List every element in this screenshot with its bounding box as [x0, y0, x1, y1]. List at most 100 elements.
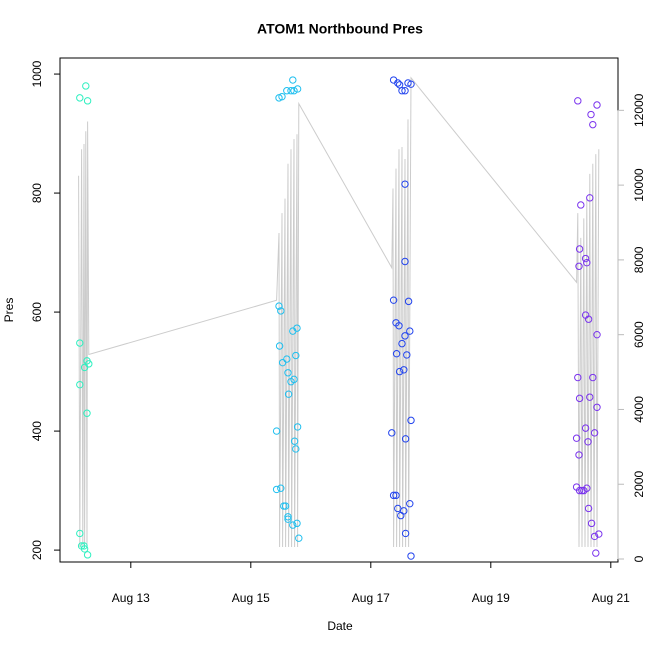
- y2-tick-label: 4000: [632, 396, 646, 423]
- point: [85, 360, 93, 368]
- plot-frame: [59, 57, 619, 563]
- point: [275, 302, 283, 310]
- x-tick-label: Aug 13: [112, 591, 150, 605]
- point: [584, 438, 592, 446]
- point: [406, 499, 414, 508]
- pres-line: [78, 76, 600, 548]
- point: [595, 530, 603, 538]
- point: [293, 324, 301, 332]
- point: [575, 486, 584, 495]
- point: [401, 435, 410, 443]
- point: [278, 358, 287, 367]
- x-tick-label: Aug 15: [232, 591, 270, 605]
- point: [574, 97, 582, 105]
- point: [76, 339, 84, 347]
- point: [281, 502, 290, 510]
- point: [584, 504, 593, 513]
- point: [277, 307, 285, 315]
- point: [283, 355, 291, 363]
- point: [398, 339, 406, 348]
- point: [293, 85, 302, 93]
- point: [587, 519, 596, 528]
- y2-tick-label: 12000: [632, 93, 646, 127]
- point: [284, 390, 293, 398]
- point: [293, 423, 302, 431]
- point: [400, 507, 408, 515]
- point: [76, 94, 84, 102]
- point: [590, 429, 599, 437]
- point: [392, 350, 401, 358]
- point: [272, 427, 281, 435]
- point: [289, 521, 297, 529]
- point: [589, 373, 597, 382]
- point: [83, 97, 92, 105]
- point: [284, 369, 292, 377]
- point: [398, 87, 406, 95]
- point: [407, 416, 415, 425]
- point: [292, 351, 300, 360]
- point: [581, 424, 590, 432]
- point: [575, 451, 583, 459]
- point: [583, 484, 591, 492]
- point: [82, 82, 90, 90]
- point: [278, 92, 286, 101]
- point: [289, 76, 297, 84]
- point: [590, 532, 599, 541]
- x-tick-label: Aug 19: [472, 591, 510, 605]
- point: [76, 380, 84, 389]
- point: [290, 375, 298, 384]
- point: [574, 373, 582, 382]
- point: [80, 542, 88, 550]
- point: [290, 437, 299, 445]
- point: [392, 491, 400, 500]
- chart-title: ATOM1 Northbound Pres: [257, 21, 423, 37]
- y-tick-label: 600: [30, 302, 44, 322]
- y-tick-label: 400: [30, 421, 44, 441]
- point: [83, 409, 91, 417]
- point: [593, 330, 601, 339]
- y2-tick-label: 0: [632, 555, 646, 562]
- x-axis-label: Date: [327, 619, 353, 633]
- point: [407, 552, 415, 560]
- point: [401, 87, 409, 95]
- point: [403, 351, 411, 359]
- point: [389, 491, 398, 500]
- point: [76, 529, 84, 538]
- x-tick-label: Aug 17: [352, 591, 390, 605]
- point: [394, 79, 402, 87]
- point: [586, 393, 594, 401]
- point: [589, 120, 597, 129]
- point: [404, 297, 413, 306]
- point: [577, 201, 585, 209]
- point: [295, 534, 303, 542]
- x-tick-label: Aug 21: [592, 591, 630, 605]
- point: [272, 485, 281, 494]
- point: [581, 254, 590, 263]
- point: [575, 394, 584, 403]
- point: [395, 322, 403, 330]
- point: [292, 445, 300, 453]
- point: [284, 515, 292, 523]
- point: [586, 194, 594, 202]
- point: [401, 180, 409, 188]
- point: [401, 332, 409, 340]
- point: [587, 110, 595, 119]
- point: [572, 434, 581, 442]
- point: [407, 80, 415, 88]
- y2-tick-label: 6000: [632, 321, 646, 348]
- point: [80, 363, 89, 372]
- point: [83, 551, 92, 559]
- point: [593, 101, 601, 109]
- point: [395, 367, 404, 376]
- point: [80, 545, 89, 553]
- point: [592, 549, 600, 557]
- y2-tick-label: 8000: [632, 246, 646, 273]
- point: [283, 87, 291, 95]
- point: [406, 327, 414, 335]
- point: [275, 342, 284, 350]
- point: [388, 429, 396, 437]
- point: [400, 366, 408, 374]
- point: [290, 87, 298, 95]
- point: [284, 513, 292, 521]
- point: [575, 262, 583, 270]
